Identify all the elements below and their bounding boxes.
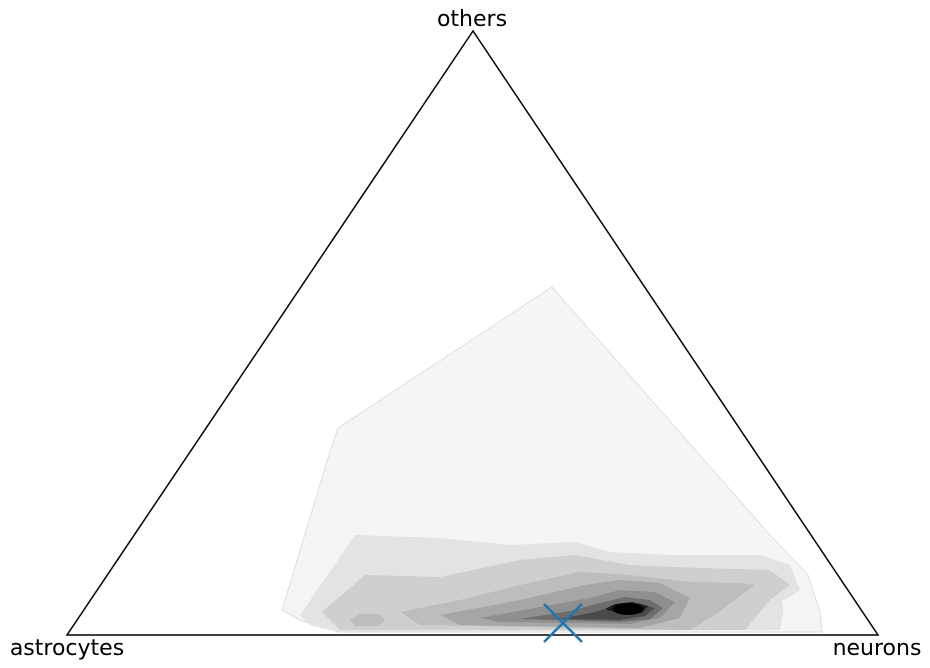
marker-stroke-2 xyxy=(543,603,583,643)
vertex-label-top: others xyxy=(437,7,507,32)
contour-island-1 xyxy=(350,614,385,626)
vertex-label-left: astrocytes xyxy=(10,636,124,661)
ternary-triangle xyxy=(65,29,880,636)
vertex-label-right: neurons xyxy=(833,636,922,661)
mean-marker xyxy=(543,603,583,643)
density-contours xyxy=(281,286,823,633)
contour-island-2 xyxy=(782,598,818,630)
density-peak xyxy=(613,603,643,615)
